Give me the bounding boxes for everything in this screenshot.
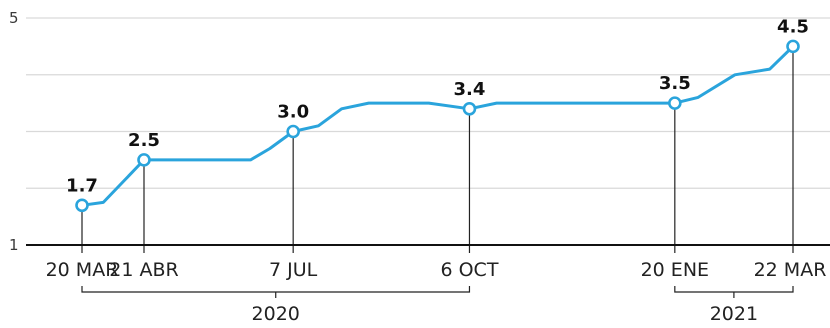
year-bracket bbox=[674, 286, 794, 293]
highlight-stems bbox=[81, 46, 794, 253]
value-labels: 1.7 2.5 3.0 3.4 3.5 4.5 bbox=[66, 16, 809, 196]
data-label: 1.7 bbox=[66, 175, 98, 196]
highlight-marker bbox=[137, 153, 151, 167]
data-label: 3.5 bbox=[659, 73, 691, 94]
highlight-markers bbox=[75, 39, 800, 213]
year-label: 2020 bbox=[252, 303, 300, 325]
data-label: 3.0 bbox=[277, 102, 309, 123]
y-tick-label: 1 bbox=[9, 236, 19, 254]
data-label: 4.5 bbox=[777, 16, 809, 37]
year-brackets: 2020 2021 bbox=[81, 286, 794, 325]
x-tick-label: 20 ENE bbox=[641, 259, 709, 281]
x-tick-label: 21 ABR bbox=[109, 259, 178, 281]
series-line bbox=[80, 44, 795, 207]
x-tick-label: 7 JUL bbox=[269, 259, 318, 281]
x-tick-label: 20 MAR bbox=[46, 259, 119, 281]
data-label: 2.5 bbox=[128, 130, 160, 151]
highlight-marker bbox=[786, 39, 800, 54]
series-layer bbox=[80, 44, 795, 207]
highlight-marker bbox=[286, 124, 300, 139]
y-tick-label: 5 bbox=[9, 9, 19, 27]
x-tick-label: 6 OCT bbox=[440, 259, 498, 281]
x-tick-label: 22 MAR bbox=[754, 259, 827, 281]
year-label: 2021 bbox=[710, 303, 758, 325]
highlight-marker bbox=[462, 102, 477, 116]
y-axis-ticks: 51 bbox=[9, 9, 19, 254]
year-bracket bbox=[81, 286, 471, 293]
grid-lines bbox=[26, 17, 830, 189]
data-label: 3.4 bbox=[454, 79, 486, 100]
highlight-marker bbox=[668, 96, 682, 110]
highlight-marker bbox=[75, 198, 89, 213]
